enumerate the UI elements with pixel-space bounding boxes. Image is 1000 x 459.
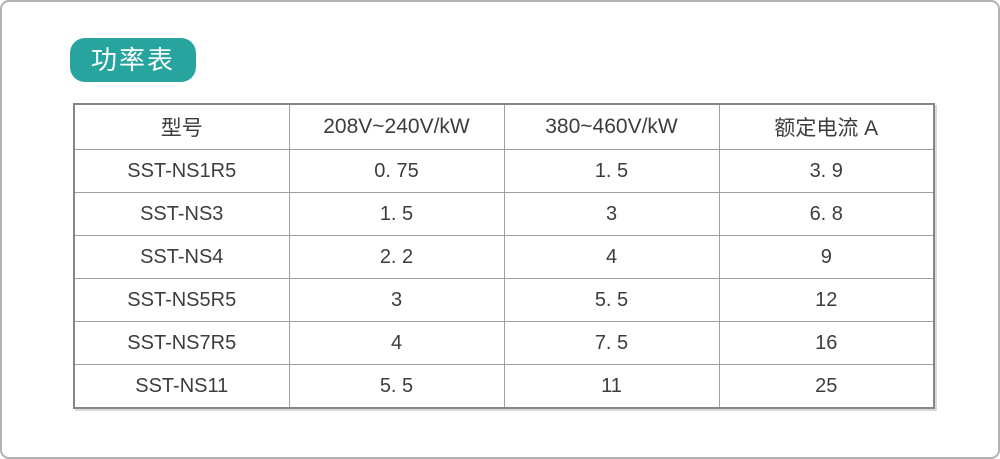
kw-208-240-cell: 5. 5 [288,364,505,409]
kw-208-240-cell: 4 [288,321,505,365]
model-cell: SST-NS1R5 [73,149,290,193]
header-208v-240v-kw: 208V~240V/kW [288,103,505,150]
kw-208-240-cell: 1. 5 [288,192,505,236]
model-cell: SST-NS11 [73,364,290,409]
kw-208-240-cell: 3 [288,278,505,322]
model-cell: SST-NS7R5 [73,321,290,365]
table-row: SST-NS5R5 3 5. 5 12 [73,278,935,322]
model-cell: SST-NS5R5 [73,278,290,322]
page-title-badge: 功率表 [70,38,197,82]
rated-current-cell: 3. 9 [718,149,935,193]
rated-current-cell: 16 [718,321,935,365]
model-cell: SST-NS3 [73,192,290,236]
rated-current-cell: 12 [718,278,935,322]
table-row: SST-NS3 1. 5 3 6. 8 [73,192,935,236]
header-380-460v-kw: 380~460V/kW [503,103,720,150]
power-spec-table: 型号 208V~240V/kW 380~460V/kW 额定电流 A SST-N… [73,103,935,409]
kw-380-460-cell: 7. 5 [503,321,720,365]
kw-380-460-cell: 1. 5 [503,149,720,193]
kw-380-460-cell: 5. 5 [503,278,720,322]
table-body: SST-NS1R5 0. 75 1. 5 3. 9 SST-NS3 1. 5 3… [73,149,935,409]
kw-380-460-cell: 3 [503,192,720,236]
kw-208-240-cell: 0. 75 [288,149,505,193]
kw-380-460-cell: 4 [503,235,720,279]
header-rated-current: 额定电流 A [718,103,935,150]
table-row: SST-NS11 5. 5 11 25 [73,364,935,409]
table-row: SST-NS7R5 4 7. 5 16 [73,321,935,365]
rated-current-cell: 25 [718,364,935,409]
rated-current-cell: 6. 8 [718,192,935,236]
rated-current-cell: 9 [718,235,935,279]
kw-208-240-cell: 2. 2 [288,235,505,279]
kw-380-460-cell: 11 [503,364,720,409]
header-model: 型号 [73,103,290,150]
table-row: SST-NS1R5 0. 75 1. 5 3. 9 [73,149,935,193]
table-header-row: 型号 208V~240V/kW 380~460V/kW 额定电流 A [73,103,935,150]
table-row: SST-NS4 2. 2 4 9 [73,235,935,279]
model-cell: SST-NS4 [73,235,290,279]
